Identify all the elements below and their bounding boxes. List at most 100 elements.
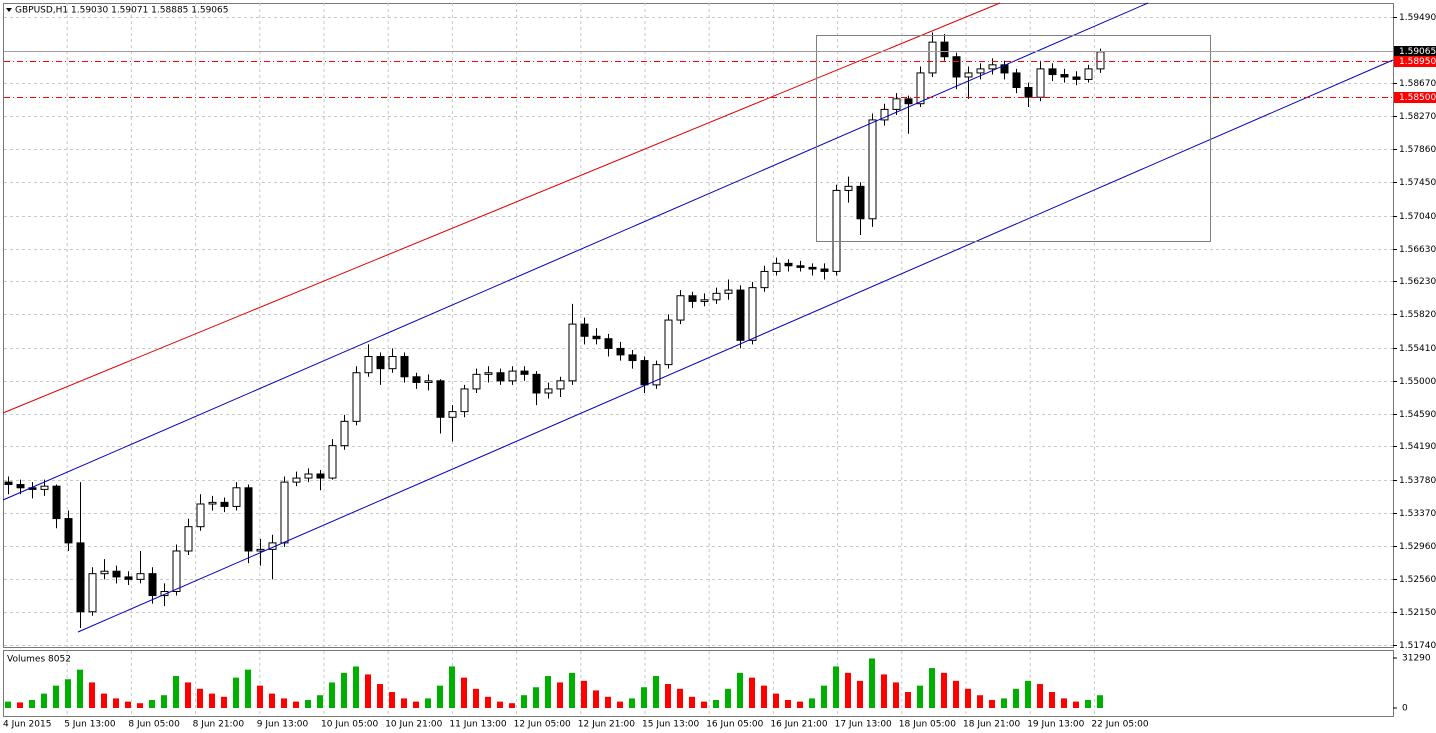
candle-body [508, 370, 517, 382]
y-tick-label: 1.56630 [1399, 245, 1436, 255]
candle-body [856, 185, 865, 220]
x-tick-label: 22 Jun 05:00 [1091, 720, 1148, 730]
candle-body [424, 380, 433, 383]
volume-bar [593, 690, 599, 708]
x-tick-label: 18 Jun 21:00 [963, 720, 1020, 730]
candle-body [292, 477, 301, 483]
candle-body [796, 265, 805, 268]
candle-body [124, 576, 133, 580]
volume-bar [905, 692, 911, 708]
candle-body [820, 268, 829, 272]
volume-bar [1037, 684, 1043, 708]
volume-tick-label: 31290 [1402, 654, 1431, 664]
volume-bar [89, 682, 95, 708]
y-tick-label: 1.55000 [1399, 377, 1436, 387]
candle-body [916, 72, 925, 105]
candle-body [1024, 87, 1033, 98]
candle-body [256, 548, 265, 552]
volume-bar [665, 684, 671, 708]
volume-bar [857, 680, 863, 708]
y-tick-label: 1.54590 [1399, 410, 1436, 420]
candle-body [532, 373, 541, 394]
volume-bar [149, 700, 155, 708]
candle-body [520, 370, 529, 375]
x-tick-label: 12 Jun 05:00 [514, 720, 571, 730]
volume-bar [953, 680, 959, 708]
volume-bar [773, 693, 779, 708]
volume-bar [641, 687, 647, 708]
volume-bar [1085, 700, 1091, 708]
candle-body [244, 487, 253, 552]
volume-bar [521, 695, 527, 708]
volume-bar [845, 672, 851, 708]
volume-bar [53, 685, 59, 708]
candle-body [784, 262, 793, 267]
channel-line-lower [77, 59, 1394, 633]
candle-body [208, 501, 217, 505]
y-tick-label: 1.52560 [1399, 575, 1436, 585]
y-tick-label: 1.57450 [1399, 178, 1436, 188]
channel-line-red [2, 2, 1001, 414]
candle-body [964, 72, 973, 78]
volume-bar [557, 682, 563, 708]
candle-body [460, 388, 469, 413]
volume-bar [881, 674, 887, 708]
volume-bar [209, 693, 215, 708]
volume-bar [113, 698, 119, 708]
candle-body [868, 119, 877, 220]
volume-bar [5, 701, 11, 708]
price-frame [3, 3, 1394, 648]
volume-bar [173, 676, 179, 708]
volume-bar [197, 688, 203, 708]
volume-bar [413, 701, 419, 708]
x-tick-label: 5 Jun 13:00 [64, 720, 116, 730]
y-tick-label: 1.57040 [1399, 212, 1436, 222]
y-tick-label: 1.58670 [1399, 79, 1436, 89]
volume-bar [401, 698, 407, 708]
volume-bar [677, 688, 683, 708]
volume-bar [17, 702, 23, 708]
volume-bar [185, 682, 191, 708]
volume-bar [1001, 698, 1007, 708]
candle-body [160, 590, 169, 597]
volume-bar [797, 701, 803, 708]
candle-body [376, 356, 385, 370]
x-tick-label: 17 Jun 13:00 [835, 720, 892, 730]
volume-bar [713, 700, 719, 708]
candle-body [484, 372, 493, 375]
candle-body [664, 319, 673, 366]
x-tick-label: 18 Jun 05:00 [899, 720, 956, 730]
volume-bar [509, 703, 515, 708]
y-tick-label: 1.54190 [1399, 442, 1436, 452]
volume-bar [377, 684, 383, 708]
volume-bar [257, 685, 263, 708]
volume-bar [305, 700, 311, 708]
volume-bar [917, 685, 923, 708]
volume-bar [137, 703, 143, 708]
candle-body [40, 485, 49, 490]
x-tick-label: 4 Jun 2015 [3, 720, 51, 730]
rectangle-object [816, 35, 1211, 242]
volume-bar [341, 672, 347, 708]
candle-body [280, 481, 289, 544]
candle-body [1096, 51, 1105, 70]
volume-bar [893, 682, 899, 708]
volume-bar [965, 688, 971, 708]
price-level-label: 1.59065 [1399, 47, 1436, 57]
volume-bar [749, 677, 755, 708]
candle-body [640, 360, 649, 386]
volume-bar [809, 698, 815, 708]
volume-bar [1073, 701, 1079, 708]
candle-body [76, 542, 85, 613]
candle-body [64, 518, 73, 544]
candle-body [844, 185, 853, 191]
candle-body [556, 380, 565, 390]
volume-bar [545, 676, 551, 708]
candle-body [952, 56, 961, 78]
x-tick-label: 11 Jun 13:00 [449, 720, 506, 730]
candle-body [412, 376, 421, 383]
volume-bar [929, 668, 935, 708]
candle-body [352, 372, 361, 422]
y-tick-label: 1.56230 [1399, 277, 1436, 287]
volume-bar [293, 701, 299, 708]
